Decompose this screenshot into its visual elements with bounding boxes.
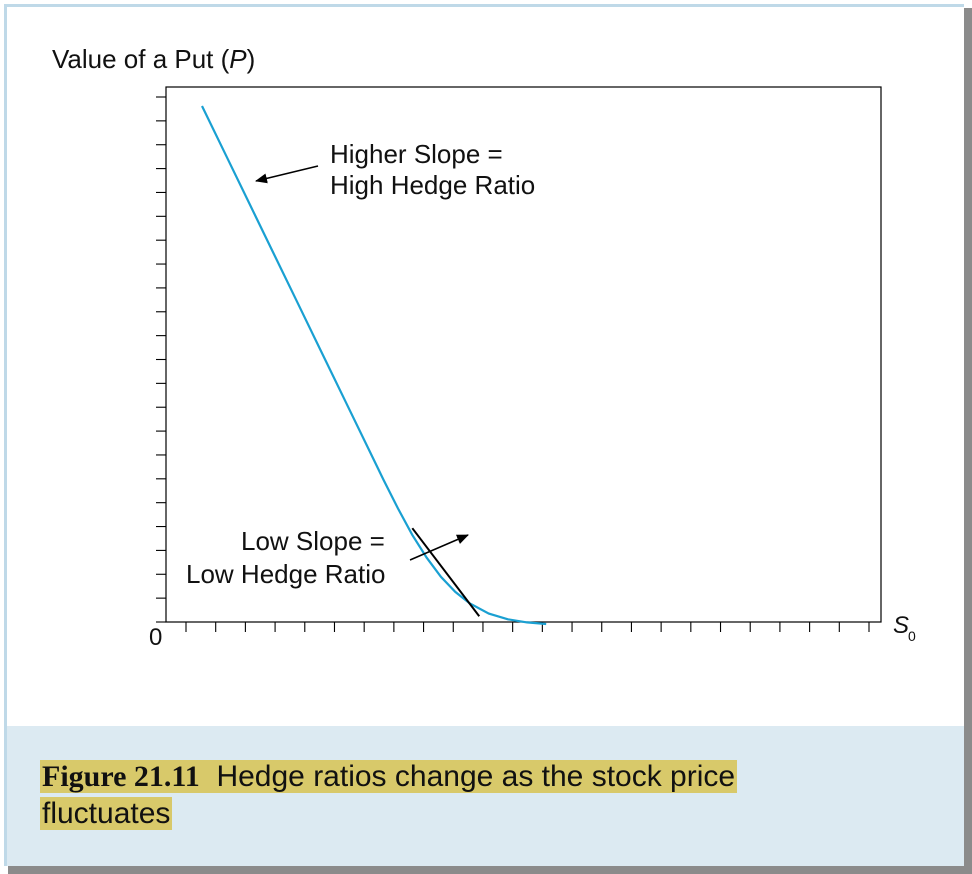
put-value-curve — [201, 105, 547, 626]
annotation-high-arrow — [255, 165, 319, 184]
annotation-low-arrow — [409, 534, 469, 561]
tangent-line — [411, 527, 481, 617]
figure-caption: Figure 21.11 Hedge ratios change as the … — [40, 758, 860, 832]
annotation-high-line2: High Hedge Ratio — [330, 170, 535, 200]
x-axis-label-subscript: 0 — [908, 628, 916, 644]
y-axis-ticks — [156, 96, 166, 623]
figure-caption-text: Hedge ratios change as the stock price f… — [42, 760, 736, 830]
origin-label: 0 — [149, 624, 162, 651]
figure-frame — [4, 4, 964, 866]
caption-band — [7, 726, 964, 866]
y-axis-label: Value of a Put (P) — [52, 44, 256, 74]
x-axis-label: S — [893, 612, 909, 639]
frame-shadow-right — [964, 8, 972, 874]
annotation-high-line1: Higher Slope = — [330, 139, 503, 169]
frame-shadow-bottom — [8, 866, 972, 874]
annotation-low-line1: Low Slope = — [241, 526, 385, 556]
figure-label: Figure 21.11 — [42, 760, 200, 793]
x-axis-ticks — [185, 622, 870, 632]
annotation-low-line2: Low Hedge Ratio — [186, 559, 385, 589]
